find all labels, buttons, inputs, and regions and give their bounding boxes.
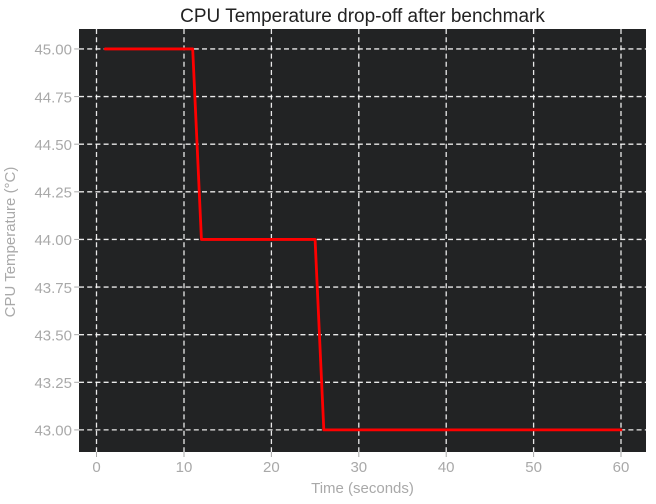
svg-text:0: 0	[92, 459, 100, 476]
svg-text:43.50: 43.50	[34, 327, 72, 344]
svg-text:44.50: 44.50	[34, 137, 72, 154]
svg-text:CPU Temperature drop-off after: CPU Temperature drop-off after benchmark	[180, 6, 545, 27]
svg-text:60: 60	[613, 459, 630, 476]
svg-text:43.25: 43.25	[34, 375, 72, 392]
svg-text:44.75: 44.75	[34, 89, 72, 106]
svg-text:40: 40	[438, 459, 455, 476]
svg-text:30: 30	[350, 459, 367, 476]
svg-text:43.00: 43.00	[34, 423, 72, 440]
svg-text:20: 20	[263, 459, 280, 476]
svg-text:Time (seconds): Time (seconds)	[311, 480, 414, 497]
svg-text:43.75: 43.75	[34, 280, 72, 297]
svg-text:45.00: 45.00	[34, 42, 72, 59]
svg-text:44.25: 44.25	[34, 185, 72, 202]
svg-text:CPU Temperature (°C): CPU Temperature (°C)	[2, 167, 19, 318]
svg-text:50: 50	[525, 459, 542, 476]
svg-text:10: 10	[176, 459, 193, 476]
svg-text:44.00: 44.00	[34, 232, 72, 249]
